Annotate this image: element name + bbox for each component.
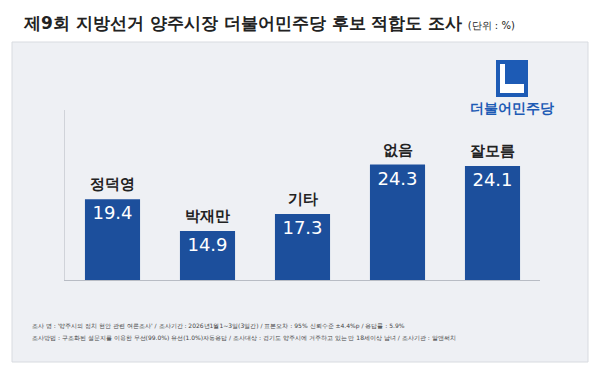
- svg-text:기타: 기타: [288, 190, 318, 208]
- svg-text:24.3: 24.3: [377, 168, 417, 189]
- svg-text:정덕영: 정덕영: [90, 175, 135, 193]
- svg-text:박재만: 박재만: [185, 207, 230, 225]
- svg-text:제9회 지방선거 양주시장 더불어민주당 후보 적합도 조사: 제9회 지방선거 양주시장 더불어민주당 후보 적합도 조사 (단위 : %): [23, 13, 515, 33]
- svg-text:24.1: 24.1: [472, 169, 512, 190]
- svg-text:없음: 없음: [383, 141, 413, 159]
- svg-text:더불어민주당: 더불어민주당: [470, 100, 554, 116]
- svg-text:17.3: 17.3: [282, 217, 322, 238]
- svg-text:조사방법 : 구조화된 설문지를 이용한 무선(99.0%): 조사방법 : 구조화된 설문지를 이용한 무선(99.0%) 유선(1.0%)자…: [32, 334, 456, 341]
- svg-text:잘모름: 잘모름: [470, 142, 515, 160]
- svg-text:14.9: 14.9: [187, 234, 227, 255]
- svg-text:19.4: 19.4: [92, 202, 132, 223]
- svg-text:조사 명 : '양주시의 정치 현안 관련 여론조사' /: 조사 명 : '양주시의 정치 현안 관련 여론조사' / 조사기간 : 202…: [32, 322, 405, 330]
